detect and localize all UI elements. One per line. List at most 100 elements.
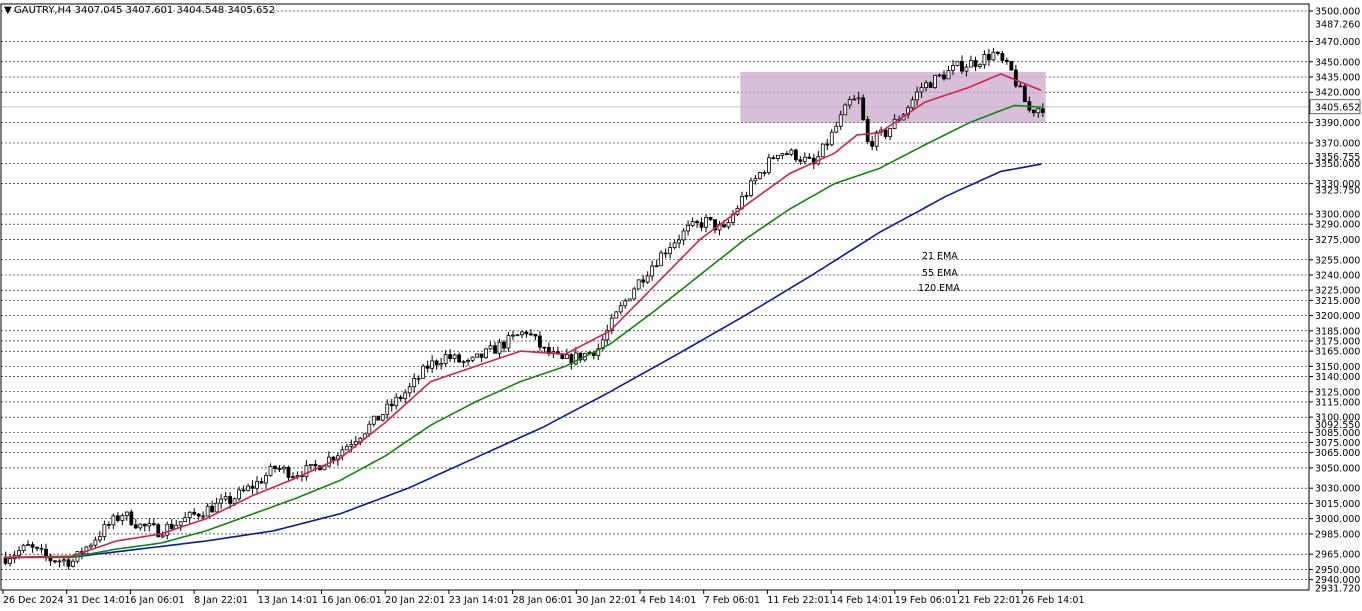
x-tick-label: 26 Feb 14:01 xyxy=(1022,595,1084,606)
y-extra-label: 2931.720 xyxy=(1315,584,1360,595)
candle xyxy=(699,217,704,232)
candle xyxy=(304,460,309,481)
candle xyxy=(380,414,385,422)
candle xyxy=(106,521,111,530)
candle xyxy=(888,128,893,140)
candle xyxy=(852,94,857,101)
chart-menu-icon[interactable]: ▼ xyxy=(4,5,12,16)
candle xyxy=(376,415,381,421)
current-price-box xyxy=(1309,99,1361,115)
y-extra-label: 3356.755 xyxy=(1315,152,1360,163)
candle xyxy=(30,541,35,553)
candle xyxy=(219,493,224,510)
candle xyxy=(955,60,960,67)
candle xyxy=(407,382,412,398)
candle xyxy=(1018,82,1023,88)
candle xyxy=(264,472,268,488)
candle xyxy=(865,116,870,145)
y-tick-label: 3275.000 xyxy=(1315,235,1360,246)
candle xyxy=(686,220,690,236)
y-tick-label: 3000.000 xyxy=(1315,514,1360,525)
y-tick-label: 3330.000 xyxy=(1315,179,1360,190)
candle xyxy=(389,398,394,412)
candle xyxy=(784,150,789,156)
candle xyxy=(708,216,713,222)
candle xyxy=(457,352,461,364)
candle xyxy=(488,341,493,351)
candle xyxy=(964,63,969,77)
y-tick-label: 3350.000 xyxy=(1315,159,1360,170)
x-tick-label: 28 Jan 06:01 xyxy=(513,595,573,606)
candle xyxy=(259,477,264,484)
candle xyxy=(120,513,125,526)
candle xyxy=(129,509,134,526)
candle xyxy=(924,80,928,92)
legend-ema-120: 120 EMA xyxy=(918,283,960,294)
candle xyxy=(268,463,273,477)
x-tick-label: 30 Jan 22:01 xyxy=(576,595,636,606)
candle xyxy=(151,518,156,527)
candle xyxy=(605,324,610,345)
time-axis: 26 Dec 2024 31 Dec 14:01 6 Jan 06:01 8 Jan … xyxy=(2,590,1085,606)
x-tick-label: 19 Feb 06:01 xyxy=(895,595,957,606)
candle xyxy=(1009,60,1014,72)
x-tick-label: 20 Jan 22:01 xyxy=(385,595,445,606)
candle xyxy=(461,360,466,368)
candle xyxy=(97,531,102,543)
y-tick-label: 3370.000 xyxy=(1315,138,1360,149)
candle xyxy=(928,81,933,88)
candle xyxy=(861,94,866,121)
y-tick-label: 3125.000 xyxy=(1315,387,1360,398)
candle xyxy=(443,350,448,367)
candle xyxy=(178,521,183,531)
candle xyxy=(618,301,623,315)
legend-ema-21: 21 EMA xyxy=(922,251,958,262)
candle xyxy=(623,298,628,309)
x-tick-label: 21 Feb 22:01 xyxy=(959,595,1021,606)
ema-21-line xyxy=(3,73,1042,559)
candle xyxy=(1013,64,1018,88)
candle xyxy=(609,313,614,335)
candle xyxy=(1031,109,1036,117)
consolidation-zone xyxy=(740,71,1046,123)
candle xyxy=(210,500,215,513)
x-tick-label: 13 Jan 14:01 xyxy=(258,595,318,606)
y-tick-label: 3255.000 xyxy=(1315,255,1360,266)
candle xyxy=(614,310,619,319)
candle xyxy=(856,91,861,105)
candle xyxy=(412,373,417,393)
candle xyxy=(1004,57,1009,65)
x-tick-label: 26 Dec 2024 xyxy=(3,595,64,606)
candle xyxy=(937,73,942,78)
candle xyxy=(470,356,475,363)
x-tick-label: 11 Feb 22:01 xyxy=(767,595,829,606)
candle xyxy=(520,330,524,339)
candle xyxy=(1040,103,1045,117)
y-tick-label: 3015.000 xyxy=(1315,499,1360,510)
candle xyxy=(214,497,219,513)
candle xyxy=(596,343,601,361)
candle xyxy=(277,465,282,472)
y-tick-label: 3150.000 xyxy=(1315,362,1360,373)
y-tick-label: 3185.000 xyxy=(1315,326,1360,337)
candle xyxy=(430,355,435,374)
y-tick-label: 3140.000 xyxy=(1315,372,1360,383)
candle xyxy=(394,393,399,410)
candle xyxy=(111,513,116,530)
candle xyxy=(169,518,174,531)
candle xyxy=(250,480,255,495)
candle xyxy=(847,96,852,109)
candle xyxy=(753,175,758,185)
candle xyxy=(802,152,807,165)
candle xyxy=(255,476,259,494)
candle xyxy=(466,358,470,366)
candle xyxy=(421,363,426,379)
candle xyxy=(807,152,812,160)
candle xyxy=(789,148,794,157)
candle xyxy=(39,544,44,554)
candle xyxy=(825,138,830,151)
candle xyxy=(57,559,62,568)
candle xyxy=(416,375,421,385)
